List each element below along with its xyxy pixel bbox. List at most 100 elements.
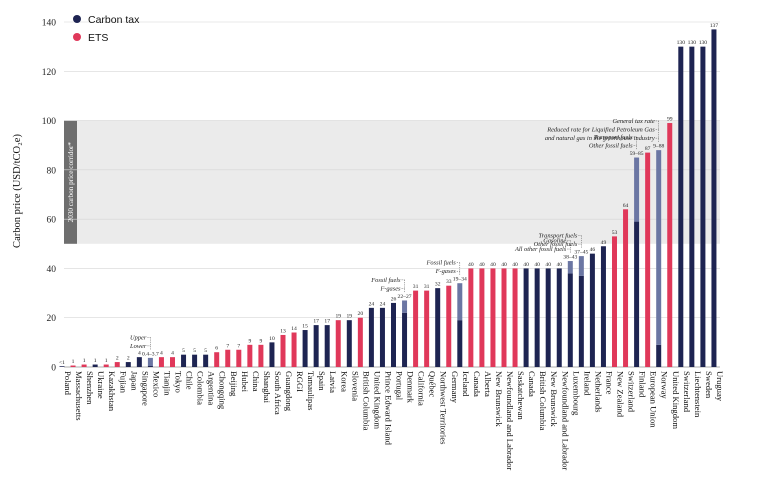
value-label: 40 <box>468 262 474 268</box>
category-labels: Poland Massachusetts Shenzhen Ukraine Kazakh… <box>63 371 725 470</box>
category-label: Switzerland <box>627 371 637 413</box>
y-tick-label: 100 <box>42 117 57 127</box>
bar-rggi-ets <box>291 332 297 367</box>
bar-european-union-ets <box>645 152 651 367</box>
annotation-text: Gasoline <box>543 237 566 244</box>
bar-slovenia-tax <box>346 320 352 367</box>
category-label: Chile <box>185 371 195 390</box>
y-tick-label: 120 <box>42 68 57 78</box>
value-label: 1 <box>94 358 97 364</box>
value-label: 26 <box>391 296 397 302</box>
bar-china-ets <box>247 344 253 367</box>
value-label: 31 <box>413 284 419 290</box>
category-label: Norway <box>660 371 670 399</box>
bar-singapore-tax <box>136 357 142 367</box>
value-label: 38–43 <box>563 255 577 261</box>
category-label: Argentina <box>207 371 217 405</box>
value-label: 40 <box>556 262 562 268</box>
corridor-band-area <box>64 120 720 244</box>
annotation-text: Other fossil fuels <box>589 143 633 150</box>
bar-argentina-tax <box>203 354 209 367</box>
bar-massachusetts-ets <box>70 365 76 367</box>
category-label: Saskatchewan <box>516 371 526 420</box>
category-label: Sweden <box>704 371 714 399</box>
bar-luxembourg-tax-upper <box>567 261 573 274</box>
value-label: 4 <box>138 351 141 357</box>
category-label: Tianjin <box>162 371 172 396</box>
category-label: Portugal <box>395 371 405 401</box>
category-label: Chongqing <box>218 371 228 410</box>
legend-marker-carbon-tax <box>73 15 81 23</box>
value-label: 4 <box>171 351 174 357</box>
category-label: Finland <box>638 371 648 398</box>
value-label: 40 <box>545 262 551 268</box>
corridor-band-tag <box>64 120 77 244</box>
annotation-text: Transport fuels <box>538 233 577 240</box>
category-label: Beijing <box>229 371 239 397</box>
bar-fujian-ets <box>114 362 120 367</box>
category-label: Kazakhstan <box>107 371 117 412</box>
bar-canada-tax <box>523 268 529 367</box>
legend-label-carbon-tax: Carbon tax <box>88 14 140 26</box>
category-label: European Union <box>649 371 659 428</box>
bar-iceland-tax-lower <box>457 320 463 367</box>
value-label: 19–34 <box>453 277 467 283</box>
category-label: Canada <box>472 371 482 397</box>
bar-tamaulipas-tax <box>302 330 308 367</box>
category-label: Switzerland <box>682 371 692 413</box>
value-label: 87 <box>645 146 651 152</box>
category-label: Liechtenstein <box>693 371 703 418</box>
value-label: 37–45 <box>574 250 588 256</box>
category-label: United Kingdom <box>671 371 681 429</box>
value-label: 5 <box>193 348 196 354</box>
category-label: Ukraine <box>96 371 106 399</box>
bar-netherlands-tax <box>589 253 595 367</box>
category-label: Massachusetts <box>74 371 84 421</box>
bar-germany-ets <box>446 285 452 367</box>
bar-ireland-tax-upper <box>578 256 584 276</box>
category-label: Fujian <box>118 371 128 394</box>
value-label: 24 <box>369 301 375 307</box>
bar-sweden-tax <box>700 46 706 368</box>
category-label: France <box>604 371 614 395</box>
category-label: Tamaulipas <box>306 371 316 411</box>
category-label: Denmark <box>406 371 416 404</box>
bar-japan-tax <box>125 362 131 367</box>
annotation-text: Other fossil fuels <box>534 241 578 248</box>
bar-switzerland-tax <box>678 46 684 368</box>
annotation-text: Transport fuels <box>594 134 633 141</box>
bar-tokyo-ets <box>170 357 175 367</box>
bar-northwest-territories-tax <box>435 288 441 367</box>
category-label: Newfoundland and Labrador <box>560 371 570 470</box>
value-label: 15 <box>302 324 308 330</box>
annotation-text: Upper <box>130 334 147 341</box>
value-label: 4 <box>160 351 163 357</box>
legend: Carbon tax ETS <box>73 14 140 44</box>
y-axis-title: Carbon price (USD/tCO₂e) <box>12 134 23 248</box>
category-label: Hubei <box>240 371 250 393</box>
bar-spain-tax <box>313 325 319 367</box>
bar-united-kingdom-tax <box>368 307 374 367</box>
value-label: 137 <box>710 23 719 29</box>
category-label: Guangdong <box>284 371 294 412</box>
category-label: New Zealand <box>616 371 626 418</box>
bar-chile-tax <box>181 354 187 367</box>
bar-newfoundland-and-labrador-ets <box>501 268 507 367</box>
bar-norway-tax-upper <box>656 150 662 345</box>
value-label: 53 <box>612 230 618 236</box>
category-label: Slovenia <box>350 371 360 401</box>
category-label: Shanghai <box>262 371 272 404</box>
value-label: 5 <box>204 348 207 354</box>
y-tick-label: 80 <box>47 166 57 176</box>
bar-iceland-tax-upper <box>457 283 463 321</box>
value-label: 59–85 <box>630 151 644 157</box>
category-label: Iceland <box>461 371 471 397</box>
annotation-text: F-gases <box>435 268 457 275</box>
bar-latvia-tax <box>324 325 330 367</box>
bar-portugal-tax <box>391 302 396 367</box>
category-label: South Africa <box>273 371 283 415</box>
bar-ireland-tax-lower <box>578 275 584 367</box>
